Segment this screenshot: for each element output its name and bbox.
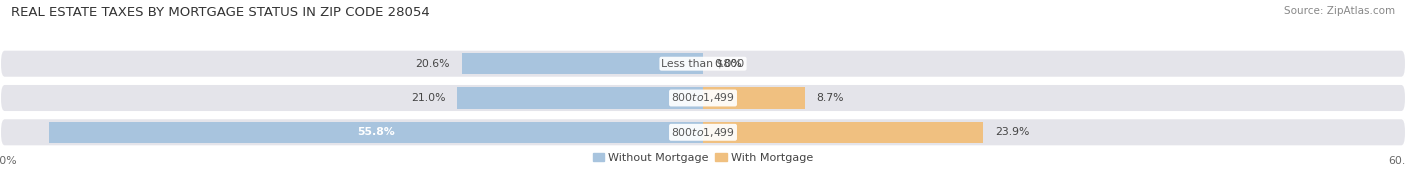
FancyBboxPatch shape	[0, 118, 1406, 146]
Bar	[457, 87, 703, 109]
Text: 55.8%: 55.8%	[357, 127, 395, 137]
Bar	[703, 122, 983, 143]
Text: Source: ZipAtlas.com: Source: ZipAtlas.com	[1284, 6, 1395, 16]
Bar	[461, 53, 703, 74]
Text: 20.6%: 20.6%	[415, 59, 450, 69]
Bar	[703, 87, 804, 109]
Text: 0.0%: 0.0%	[714, 59, 742, 69]
Text: REAL ESTATE TAXES BY MORTGAGE STATUS IN ZIP CODE 28054: REAL ESTATE TAXES BY MORTGAGE STATUS IN …	[11, 6, 430, 19]
Text: 8.7%: 8.7%	[817, 93, 844, 103]
Text: Less than $800: Less than $800	[661, 59, 745, 69]
Text: 21.0%: 21.0%	[411, 93, 446, 103]
Text: 23.9%: 23.9%	[995, 127, 1029, 137]
FancyBboxPatch shape	[0, 50, 1406, 78]
Text: $800 to $1,499: $800 to $1,499	[671, 126, 735, 139]
FancyBboxPatch shape	[0, 84, 1406, 112]
Text: $800 to $1,499: $800 to $1,499	[671, 92, 735, 104]
Bar	[49, 122, 703, 143]
Legend: Without Mortgage, With Mortgage: Without Mortgage, With Mortgage	[588, 148, 818, 167]
